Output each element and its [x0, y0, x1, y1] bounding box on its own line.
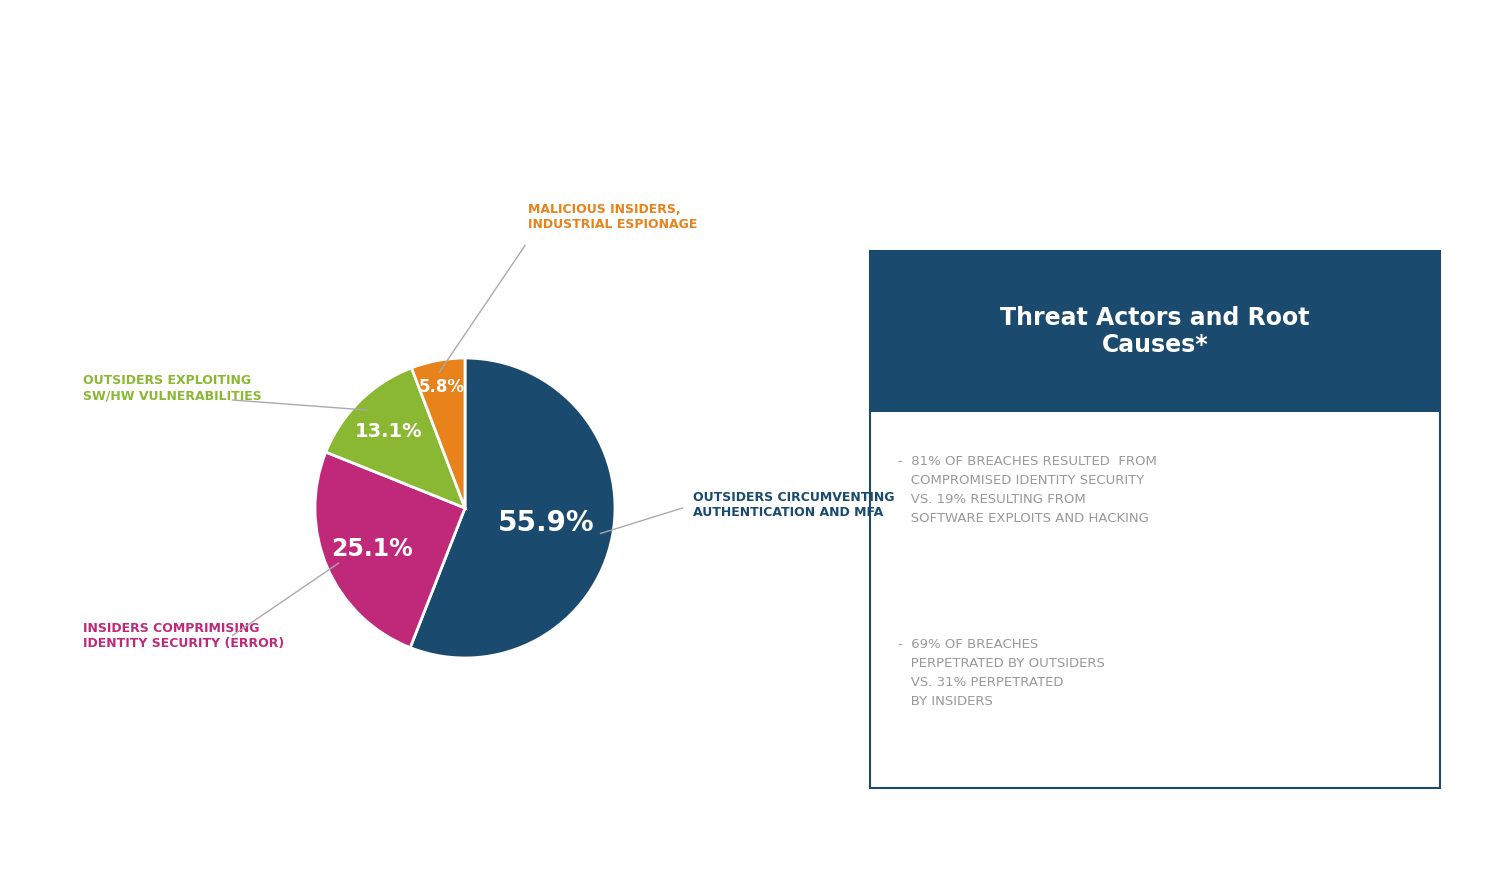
Text: 25.1%: 25.1%	[330, 537, 412, 561]
Text: -  81% OF BREACHES RESULTED  FROM
   COMPROMISED IDENTITY SECURITY
   VS. 19% RE: - 81% OF BREACHES RESULTED FROM COMPROMI…	[898, 455, 1158, 525]
Text: -  69% OF BREACHES
   PERPETRATED BY OUTSIDERS
   VS. 31% PERPETRATED
   BY INSI: - 69% OF BREACHES PERPETRATED BY OUTSIDE…	[898, 638, 1106, 708]
Text: OUTSIDERS CIRCUMVENTING
AUTHENTICATION AND MFA: OUTSIDERS CIRCUMVENTING AUTHENTICATION A…	[693, 491, 894, 519]
Text: MALICIOUS INSIDERS,
INDUSTRIAL ESPIONAGE: MALICIOUS INSIDERS, INDUSTRIAL ESPIONAGE	[528, 202, 698, 230]
Wedge shape	[411, 358, 465, 508]
Text: 5.8%: 5.8%	[419, 378, 465, 396]
Bar	[870, 251, 1440, 412]
Text: INSIDERS COMPRIMISING
IDENTITY SECURITY (ERROR): INSIDERS COMPRIMISING IDENTITY SECURITY …	[82, 622, 284, 650]
Wedge shape	[410, 358, 615, 658]
Text: 55.9%: 55.9%	[498, 509, 594, 538]
Wedge shape	[326, 368, 465, 508]
Text: OUTSIDERS EXPLOITING
SW/HW VULNERABILITIES: OUTSIDERS EXPLOITING SW/HW VULNERABILITI…	[82, 374, 261, 402]
Text: 13.1%: 13.1%	[356, 422, 423, 441]
Wedge shape	[315, 452, 465, 648]
Text: Threat Actors and Root
Causes*: Threat Actors and Root Causes*	[1000, 306, 1310, 358]
